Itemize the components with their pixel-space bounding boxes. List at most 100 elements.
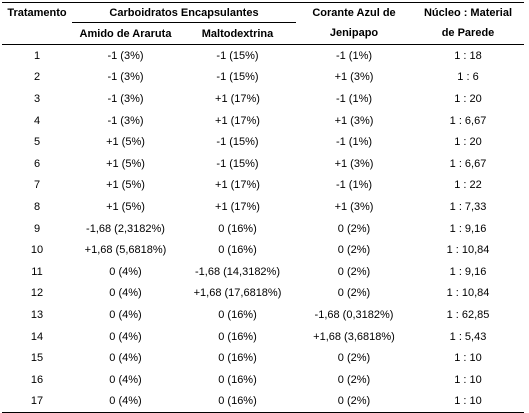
cell-nucleo: 1 : 9,16 — [449, 222, 487, 235]
cell-nucleo: 1 : 6,67 — [449, 114, 487, 127]
cell-tratamento: 7 — [33, 179, 41, 192]
cell-maltodextrina: +1,68 (17,6818%) — [193, 287, 282, 300]
table-row: 11 0 (4%) -1,68 (14,3182%) 0 (2%) 1 : 9,16 — [2, 261, 524, 283]
table-row: 16 0 (4%) 0 (16%) 0 (2%) 1 : 10 — [2, 369, 524, 391]
cell-tratamento: 6 — [33, 157, 41, 170]
table-row: 3 -1 (3%) +1 (17%) -1 (1%) 1 : 20 — [2, 88, 524, 110]
cell-corante: -1 (1%) — [335, 179, 373, 192]
table-row: 9 -1,68 (2,3182%) 0 (16%) 0 (2%) 1 : 9,16 — [2, 218, 524, 240]
cell-amido: 0 (4%) — [109, 373, 142, 386]
table-row: 2 -1 (3%) -1 (15%) +1 (3%) 1 : 6 — [2, 67, 524, 89]
cell-nucleo: 1 : 18 — [454, 49, 482, 62]
cell-tratamento: 2 — [33, 71, 41, 84]
cell-tratamento: 17 — [2, 390, 72, 413]
cell-amido: -1 (3%) — [107, 92, 144, 105]
table-row: 4 -1 (3%) +1 (17%) +1 (3%) 1 : 6,67 — [2, 110, 524, 132]
table-row: 15 0 (4%) 0 (16%) 0 (2%) 1 : 10 — [2, 347, 524, 369]
header-maltodextrina: Maltodextrina — [201, 27, 274, 40]
cell-amido: 0 (4%) — [109, 352, 142, 365]
cell-maltodextrina: +1 (17%) — [215, 92, 260, 105]
cell-tratamento: 3 — [33, 92, 41, 105]
cell-corante: -1 (1%) — [335, 92, 373, 105]
cell-tratamento: 9 — [33, 222, 41, 235]
cell-amido: +1,68 (5,6818%) — [84, 244, 167, 257]
cell-tratamento: 5 — [33, 136, 41, 149]
cell-corante: 0 (2%) — [337, 287, 371, 300]
cell-amido: -1,68 (2,3182%) — [86, 222, 165, 235]
cell-tratamento: 16 — [30, 373, 44, 386]
cell-maltodextrina: -1 (15%) — [216, 157, 259, 170]
cell-amido: -1 (3%) — [107, 114, 144, 127]
cell-corante: -1 (1%) — [335, 49, 373, 62]
cell-amido: 0 (4%) — [109, 287, 142, 300]
cell-tratamento: 13 — [30, 308, 44, 321]
cell-corante: 0 (2%) — [337, 373, 371, 386]
cell-tratamento: 10 — [30, 244, 44, 257]
header-nucleo-line1: Núcleo : Material — [423, 6, 513, 19]
header-tratamento: Tratamento — [7, 6, 67, 19]
cell-maltodextrina: -1 (15%) — [216, 71, 259, 84]
table-row: 5 +1 (5%) -1 (15%) -1 (1%) 1 : 20 — [2, 131, 524, 153]
cell-nucleo: 1 : 6,67 — [449, 157, 487, 170]
cell-nucleo: 1 : 10,84 — [446, 244, 490, 257]
cell-corante: +1 (3%) — [334, 200, 374, 213]
cell-amido: +1 (5%) — [106, 200, 145, 213]
cell-nucleo: 1 : 20 — [454, 136, 482, 149]
cell-nucleo: 1 : 10 — [412, 390, 524, 413]
cell-maltodextrina: -1,68 (14,3182%) — [195, 265, 280, 278]
table-row: 7 +1 (5%) +1 (17%) -1 (1%) 1 : 22 — [2, 175, 524, 197]
header-amido: Amido de Araruta — [79, 27, 172, 40]
cell-maltodextrina: -1 (15%) — [216, 136, 259, 149]
cell-corante: +1 (3%) — [334, 114, 374, 127]
cell-corante: 0 (2%) — [337, 352, 371, 365]
cell-tratamento: 1 — [33, 49, 41, 62]
cell-maltodextrina: 0 (16%) — [218, 330, 257, 343]
table-row: 8 +1 (5%) +1 (17%) +1 (3%) 1 : 7,33 — [2, 196, 524, 218]
cell-maltodextrina: 0 (16%) — [218, 244, 257, 257]
cell-amido: -1 (3%) — [107, 71, 144, 84]
cell-tratamento: 4 — [33, 114, 41, 127]
cell-maltodextrina: +1 (17%) — [215, 200, 260, 213]
cell-maltodextrina: +1 (17%) — [215, 114, 260, 127]
cell-corante: 0 (2%) — [337, 222, 371, 235]
cell-tratamento: 12 — [30, 287, 44, 300]
header-corante-line2: Jenipapo — [329, 27, 379, 40]
table-body: 1 -1 (3%) -1 (15%) -1 (1%) 1 : 18 2 -1 (3%) -1 … — [2, 45, 524, 413]
cell-corante: -1 (1%) — [335, 136, 373, 149]
cell-tratamento: 15 — [30, 352, 44, 365]
table-row: 12 0 (4%) +1,68 (17,6818%) 0 (2%) 1 : 10,84 — [2, 283, 524, 305]
cell-maltodextrina: -1 (15%) — [216, 49, 259, 62]
table-row: 1 -1 (3%) -1 (15%) -1 (1%) 1 : 18 — [2, 45, 524, 67]
cell-corante: +1 (3%) — [334, 71, 374, 84]
cell-amido: 0 (4%) — [109, 330, 142, 343]
header-blank — [2, 23, 72, 45]
cell-amido: 0 (4%) — [109, 308, 142, 321]
cell-maltodextrina: 0 (16%) — [218, 222, 257, 235]
header-corante-line1: Corante Azul de — [312, 6, 396, 19]
table-row: 6 +1 (5%) -1 (15%) +1 (3%) 1 : 6,67 — [2, 153, 524, 175]
cell-corante: 0 (2%) — [296, 390, 412, 413]
cell-nucleo: 1 : 9,16 — [449, 265, 487, 278]
cell-corante: +1,68 (3,6818%) — [313, 330, 395, 343]
cell-nucleo: 1 : 7,33 — [449, 200, 487, 213]
cell-maltodextrina: 0 (16%) — [218, 373, 257, 386]
cell-corante: +1 (3%) — [334, 157, 374, 170]
cell-amido: +1 (5%) — [106, 136, 145, 149]
cell-amido: +1 (5%) — [106, 157, 145, 170]
header-nucleo-line2: de Parede — [441, 27, 495, 40]
cell-maltodextrina: 0 (16%) — [218, 308, 257, 321]
table-row: 14 0 (4%) 0 (16%) +1,68 (3,6818%) 1 : 5,43 — [2, 326, 524, 348]
cell-tratamento: 11 — [31, 265, 43, 278]
cell-tratamento: 14 — [30, 330, 44, 343]
cell-nucleo: 1 : 62,85 — [446, 308, 490, 321]
cell-amido: 0 (4%) — [109, 265, 142, 278]
cell-maltodextrina: 0 (16%) — [218, 352, 257, 365]
cell-nucleo: 1 : 10 — [454, 373, 482, 386]
table-row: 17 0 (4%) 0 (16%) 0 (2%) 1 : 10 — [2, 390, 524, 413]
cell-maltodextrina: 0 (16%) — [179, 390, 296, 413]
cell-corante: -1,68 (0,3182%) — [314, 308, 394, 321]
cell-maltodextrina: +1 (17%) — [215, 179, 260, 192]
header-carboidratos: Carboidratos Encapsulantes — [72, 2, 296, 23]
